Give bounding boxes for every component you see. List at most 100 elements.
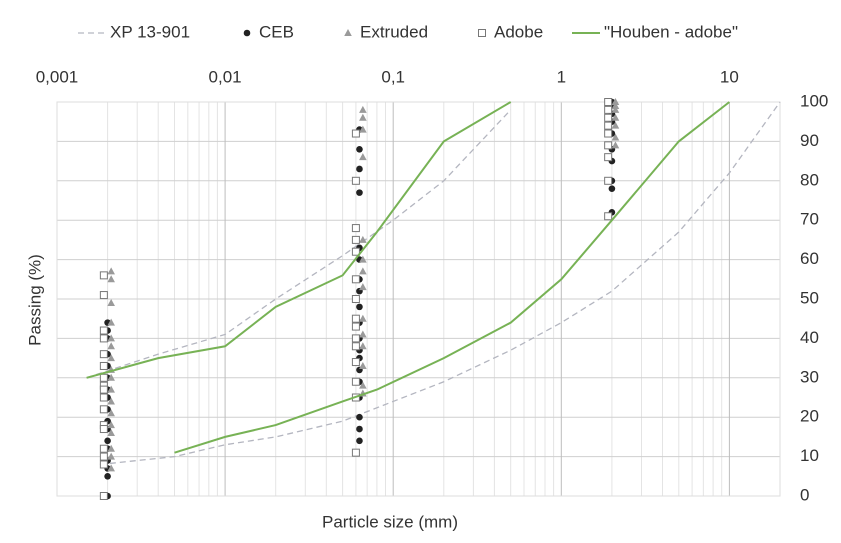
point bbox=[359, 125, 367, 133]
point bbox=[107, 452, 115, 460]
point bbox=[611, 98, 620, 105]
x-tick-label: 0,001 bbox=[36, 67, 79, 86]
point bbox=[99, 326, 108, 335]
legend-swatch bbox=[478, 29, 486, 37]
x-tick-label: 0,1 bbox=[381, 67, 405, 86]
point bbox=[356, 189, 363, 196]
point bbox=[604, 176, 613, 185]
point bbox=[99, 492, 108, 500]
y-tick-label: 30 bbox=[800, 367, 819, 386]
point bbox=[351, 334, 360, 343]
point bbox=[356, 425, 363, 433]
point bbox=[359, 235, 367, 243]
y-tick-label: 70 bbox=[800, 210, 819, 229]
point bbox=[107, 354, 115, 362]
point bbox=[359, 153, 367, 161]
legend-swatch bbox=[344, 29, 352, 36]
point bbox=[359, 314, 367, 322]
point bbox=[104, 437, 111, 445]
y-tick-label: 90 bbox=[800, 131, 819, 150]
point bbox=[99, 291, 108, 300]
point bbox=[604, 121, 613, 130]
y-tick-label: 10 bbox=[800, 446, 819, 465]
point bbox=[359, 361, 367, 369]
point bbox=[99, 444, 108, 453]
point bbox=[99, 361, 108, 370]
point bbox=[359, 255, 367, 263]
point bbox=[611, 101, 620, 109]
point bbox=[604, 129, 613, 138]
point bbox=[99, 350, 108, 359]
x-tick-label: 1 bbox=[557, 67, 566, 86]
point bbox=[351, 322, 360, 331]
point bbox=[359, 105, 367, 113]
point bbox=[351, 314, 360, 323]
point bbox=[611, 113, 620, 121]
point bbox=[99, 393, 108, 402]
series-line bbox=[86, 101, 731, 454]
y-tick-label: 60 bbox=[800, 249, 819, 268]
point bbox=[604, 212, 613, 221]
point bbox=[351, 448, 360, 457]
point bbox=[356, 165, 363, 173]
point bbox=[107, 464, 115, 472]
x-tick-label: 0,01 bbox=[209, 67, 242, 86]
point bbox=[356, 145, 363, 153]
point bbox=[604, 113, 613, 122]
legend-label: Extruded bbox=[360, 22, 428, 41]
x-tick-label: 10 bbox=[720, 67, 739, 86]
point bbox=[359, 267, 367, 275]
point bbox=[107, 267, 115, 275]
point bbox=[604, 153, 613, 162]
point bbox=[359, 330, 367, 338]
point bbox=[104, 473, 111, 480]
point bbox=[604, 105, 613, 114]
point bbox=[107, 318, 115, 326]
y-tick-label: 20 bbox=[800, 407, 819, 426]
point bbox=[359, 113, 367, 121]
point bbox=[611, 141, 620, 149]
point bbox=[356, 303, 363, 311]
point bbox=[99, 452, 108, 461]
point bbox=[351, 129, 360, 138]
point bbox=[356, 437, 363, 445]
point bbox=[107, 409, 115, 417]
point bbox=[359, 283, 367, 291]
point bbox=[99, 460, 108, 469]
point bbox=[608, 185, 616, 192]
point bbox=[99, 425, 108, 434]
legend-swatch bbox=[243, 29, 251, 37]
point bbox=[351, 247, 360, 256]
series-line bbox=[86, 101, 781, 466]
point bbox=[107, 421, 115, 429]
point bbox=[611, 121, 620, 129]
point bbox=[351, 235, 360, 244]
point bbox=[107, 428, 115, 436]
point bbox=[107, 385, 115, 393]
plot-border bbox=[56, 101, 781, 497]
point bbox=[359, 342, 367, 350]
point bbox=[99, 405, 108, 414]
point bbox=[611, 105, 620, 113]
point bbox=[107, 373, 115, 381]
point bbox=[107, 397, 115, 405]
point bbox=[351, 358, 360, 367]
point bbox=[351, 295, 360, 303]
point bbox=[351, 342, 360, 351]
legend-label: XP 13-901 bbox=[110, 22, 190, 41]
y-tick-label: 50 bbox=[800, 288, 819, 307]
point bbox=[107, 334, 115, 342]
point bbox=[99, 373, 108, 382]
legend-label: CEB bbox=[259, 22, 294, 41]
point bbox=[99, 334, 108, 343]
point bbox=[356, 413, 363, 421]
y-tick-label: 0 bbox=[800, 485, 809, 504]
point bbox=[107, 444, 115, 452]
point bbox=[359, 381, 367, 389]
point bbox=[351, 377, 360, 386]
point bbox=[99, 271, 108, 280]
point bbox=[351, 224, 360, 233]
y-tick-label: 100 bbox=[800, 91, 828, 110]
